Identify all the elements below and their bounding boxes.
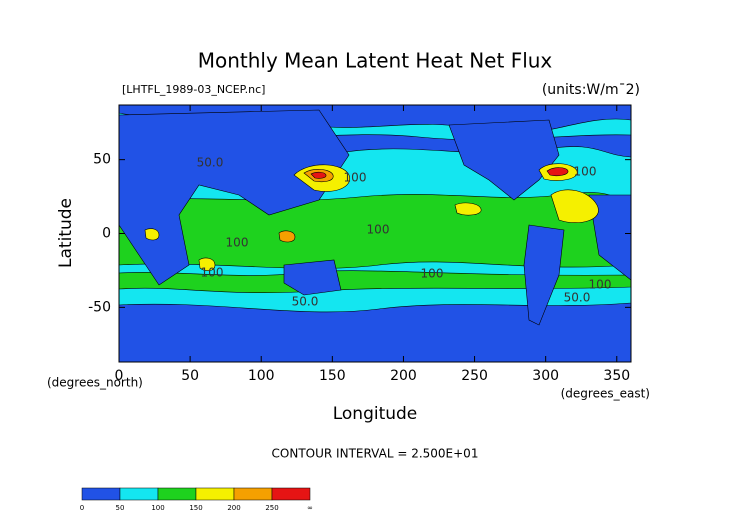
land-south-america	[523, 224, 565, 326]
colorbar-label: 0	[80, 504, 84, 512]
red-gulf-stream	[546, 167, 569, 177]
map-field	[119, 105, 631, 362]
colorbar-swatch	[195, 487, 235, 501]
x-tick-label: 300	[532, 368, 559, 384]
green-band-south	[119, 270, 631, 294]
contour-label: 100	[421, 267, 444, 281]
y-unit: (degrees_north)	[47, 376, 143, 390]
contour-label: 50.0	[292, 295, 319, 309]
colorbar-swatch	[271, 487, 311, 501]
yellow-indian	[198, 257, 216, 271]
colorbar-swatch	[233, 487, 273, 501]
orange-warm-pool	[278, 230, 296, 243]
y-axis-label: Latitude	[56, 198, 76, 268]
land-australia	[283, 259, 342, 296]
colorbar-label: 200	[227, 504, 240, 512]
y-tick-label: -50	[88, 299, 111, 315]
red-kuroshio	[310, 171, 327, 179]
contour-label: 100	[367, 223, 390, 237]
x-tick-label: 150	[319, 368, 346, 384]
x-tick-label: 200	[390, 368, 417, 384]
contour-label: 100	[344, 171, 367, 185]
subtitle: [LHTFL_1989-03_NCEP.nc]	[122, 83, 265, 96]
x-axis-label: Longitude	[333, 404, 418, 424]
y-tick-label: 50	[93, 152, 111, 168]
colorbar-label: 250	[265, 504, 278, 512]
yellow-pacific	[454, 202, 482, 216]
x-tick-label: 350	[603, 368, 630, 384]
land-africa-west	[588, 194, 631, 281]
contour-label: 100	[574, 165, 597, 179]
contour-label: 50.0	[564, 291, 591, 305]
x-tick-label: 250	[461, 368, 488, 384]
yellow-atlantic	[550, 189, 599, 223]
contour-label: 100	[226, 236, 249, 250]
colorbar-label: 150	[189, 504, 202, 512]
contour-label: 100	[589, 278, 612, 292]
colorbar-swatch	[157, 487, 197, 501]
x-tick-label: 100	[248, 368, 275, 384]
colorbar-swatch	[81, 487, 121, 501]
colorbar-top-label: ∞	[307, 504, 313, 512]
field-shapes	[119, 105, 631, 362]
colorbar-swatch	[119, 487, 159, 501]
yellow-africa	[144, 228, 160, 241]
x-tick-label: 50	[181, 368, 199, 384]
units: (units:W/m¯2)	[542, 82, 640, 98]
land-north-america	[448, 119, 560, 201]
y-tick-label: 0	[102, 226, 111, 242]
land-eurasia-africa	[119, 109, 350, 286]
contour-interval: CONTOUR INTERVAL = 2.500E+01	[272, 447, 479, 461]
colorbar-label: 100	[151, 504, 164, 512]
x-unit: (degrees_east)	[561, 387, 650, 401]
x-tick-label: 0	[115, 368, 124, 384]
contour-label: 50.0	[197, 156, 224, 170]
contour-label: 100	[201, 266, 224, 280]
chart-title: Monthly Mean Latent Heat Net Flux	[198, 49, 553, 73]
colorbar-label: 50	[116, 504, 125, 512]
